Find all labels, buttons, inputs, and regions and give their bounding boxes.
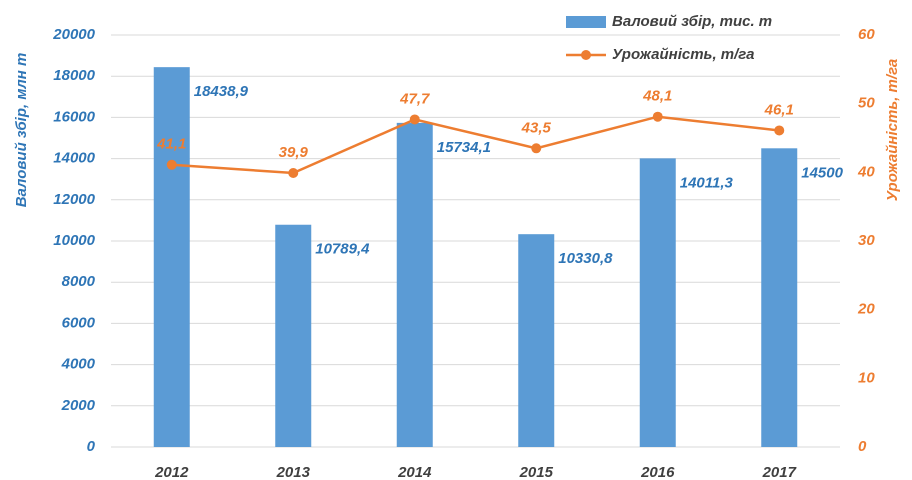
x-tick-label: 2017 [762, 464, 797, 480]
x-tick-label: 2013 [276, 464, 311, 480]
x-tick-label: 2012 [154, 464, 189, 480]
legend-label: Валовий збір, тис. т [612, 13, 772, 30]
y2-tick-label: 0 [858, 438, 867, 455]
line-value-label: 43,5 [521, 119, 552, 136]
line-marker [652, 111, 663, 122]
legend-label: Урожайність, т/га [612, 46, 754, 63]
bar [761, 148, 798, 448]
line-value-label: 48,1 [642, 88, 672, 105]
x-tick-label: 2014 [397, 464, 432, 480]
x-tick-label: 2015 [519, 464, 554, 480]
bar-value-label: 18438,9 [194, 83, 249, 100]
y2-tick-label: 60 [858, 26, 875, 43]
y2-tick-label: 50 [858, 95, 875, 112]
line-marker [288, 168, 299, 179]
line-marker [409, 114, 420, 125]
line [171, 115, 780, 175]
line-value-label: 39,9 [279, 144, 309, 161]
bar-value-label: 10789,4 [315, 241, 370, 258]
y-tick-label: 12000 [53, 191, 95, 208]
line-marker [531, 143, 542, 154]
legend-swatch [566, 16, 606, 28]
y2-tick-label: 30 [858, 232, 875, 249]
y-tick-label: 14000 [53, 150, 95, 167]
line-value-label: 47,7 [399, 90, 430, 107]
bar-value-label: 14011,3 [680, 174, 734, 191]
y-tick-label: 2000 [61, 397, 96, 414]
y-tick-label: 20000 [52, 26, 95, 43]
y-tick-label: 10000 [53, 232, 95, 249]
y-tick-label: 4000 [61, 356, 96, 373]
y-axis-title: Валовий збір, млн т [13, 53, 30, 208]
bar [639, 158, 676, 447]
bar [153, 67, 190, 447]
line-marker [774, 125, 785, 136]
line-marker [166, 159, 177, 170]
y2-tick-label: 10 [858, 369, 875, 386]
y-tick-label: 6000 [62, 314, 96, 331]
y2-axis-title: Урожайність, т/га [884, 59, 901, 201]
y-tick-label: 16000 [53, 108, 95, 125]
bar-value-label: 10330,8 [558, 250, 613, 267]
y2-tick-label: 20 [857, 301, 875, 318]
x-tick-label: 2016 [640, 464, 675, 480]
bar-value-label: 15734,1 [437, 139, 491, 156]
bar-value-label: 14500 [801, 164, 843, 181]
line-value-label: 41,1 [156, 136, 186, 153]
line-value-label: 46,1 [764, 101, 794, 118]
bar [275, 224, 312, 447]
bar [518, 234, 555, 447]
bar [396, 122, 433, 448]
legend-marker [581, 50, 591, 60]
y-tick-label: 18000 [53, 67, 95, 84]
y2-tick-label: 40 [857, 163, 875, 180]
y-tick-label: 0 [87, 438, 96, 455]
y-tick-label: 8000 [62, 273, 96, 290]
